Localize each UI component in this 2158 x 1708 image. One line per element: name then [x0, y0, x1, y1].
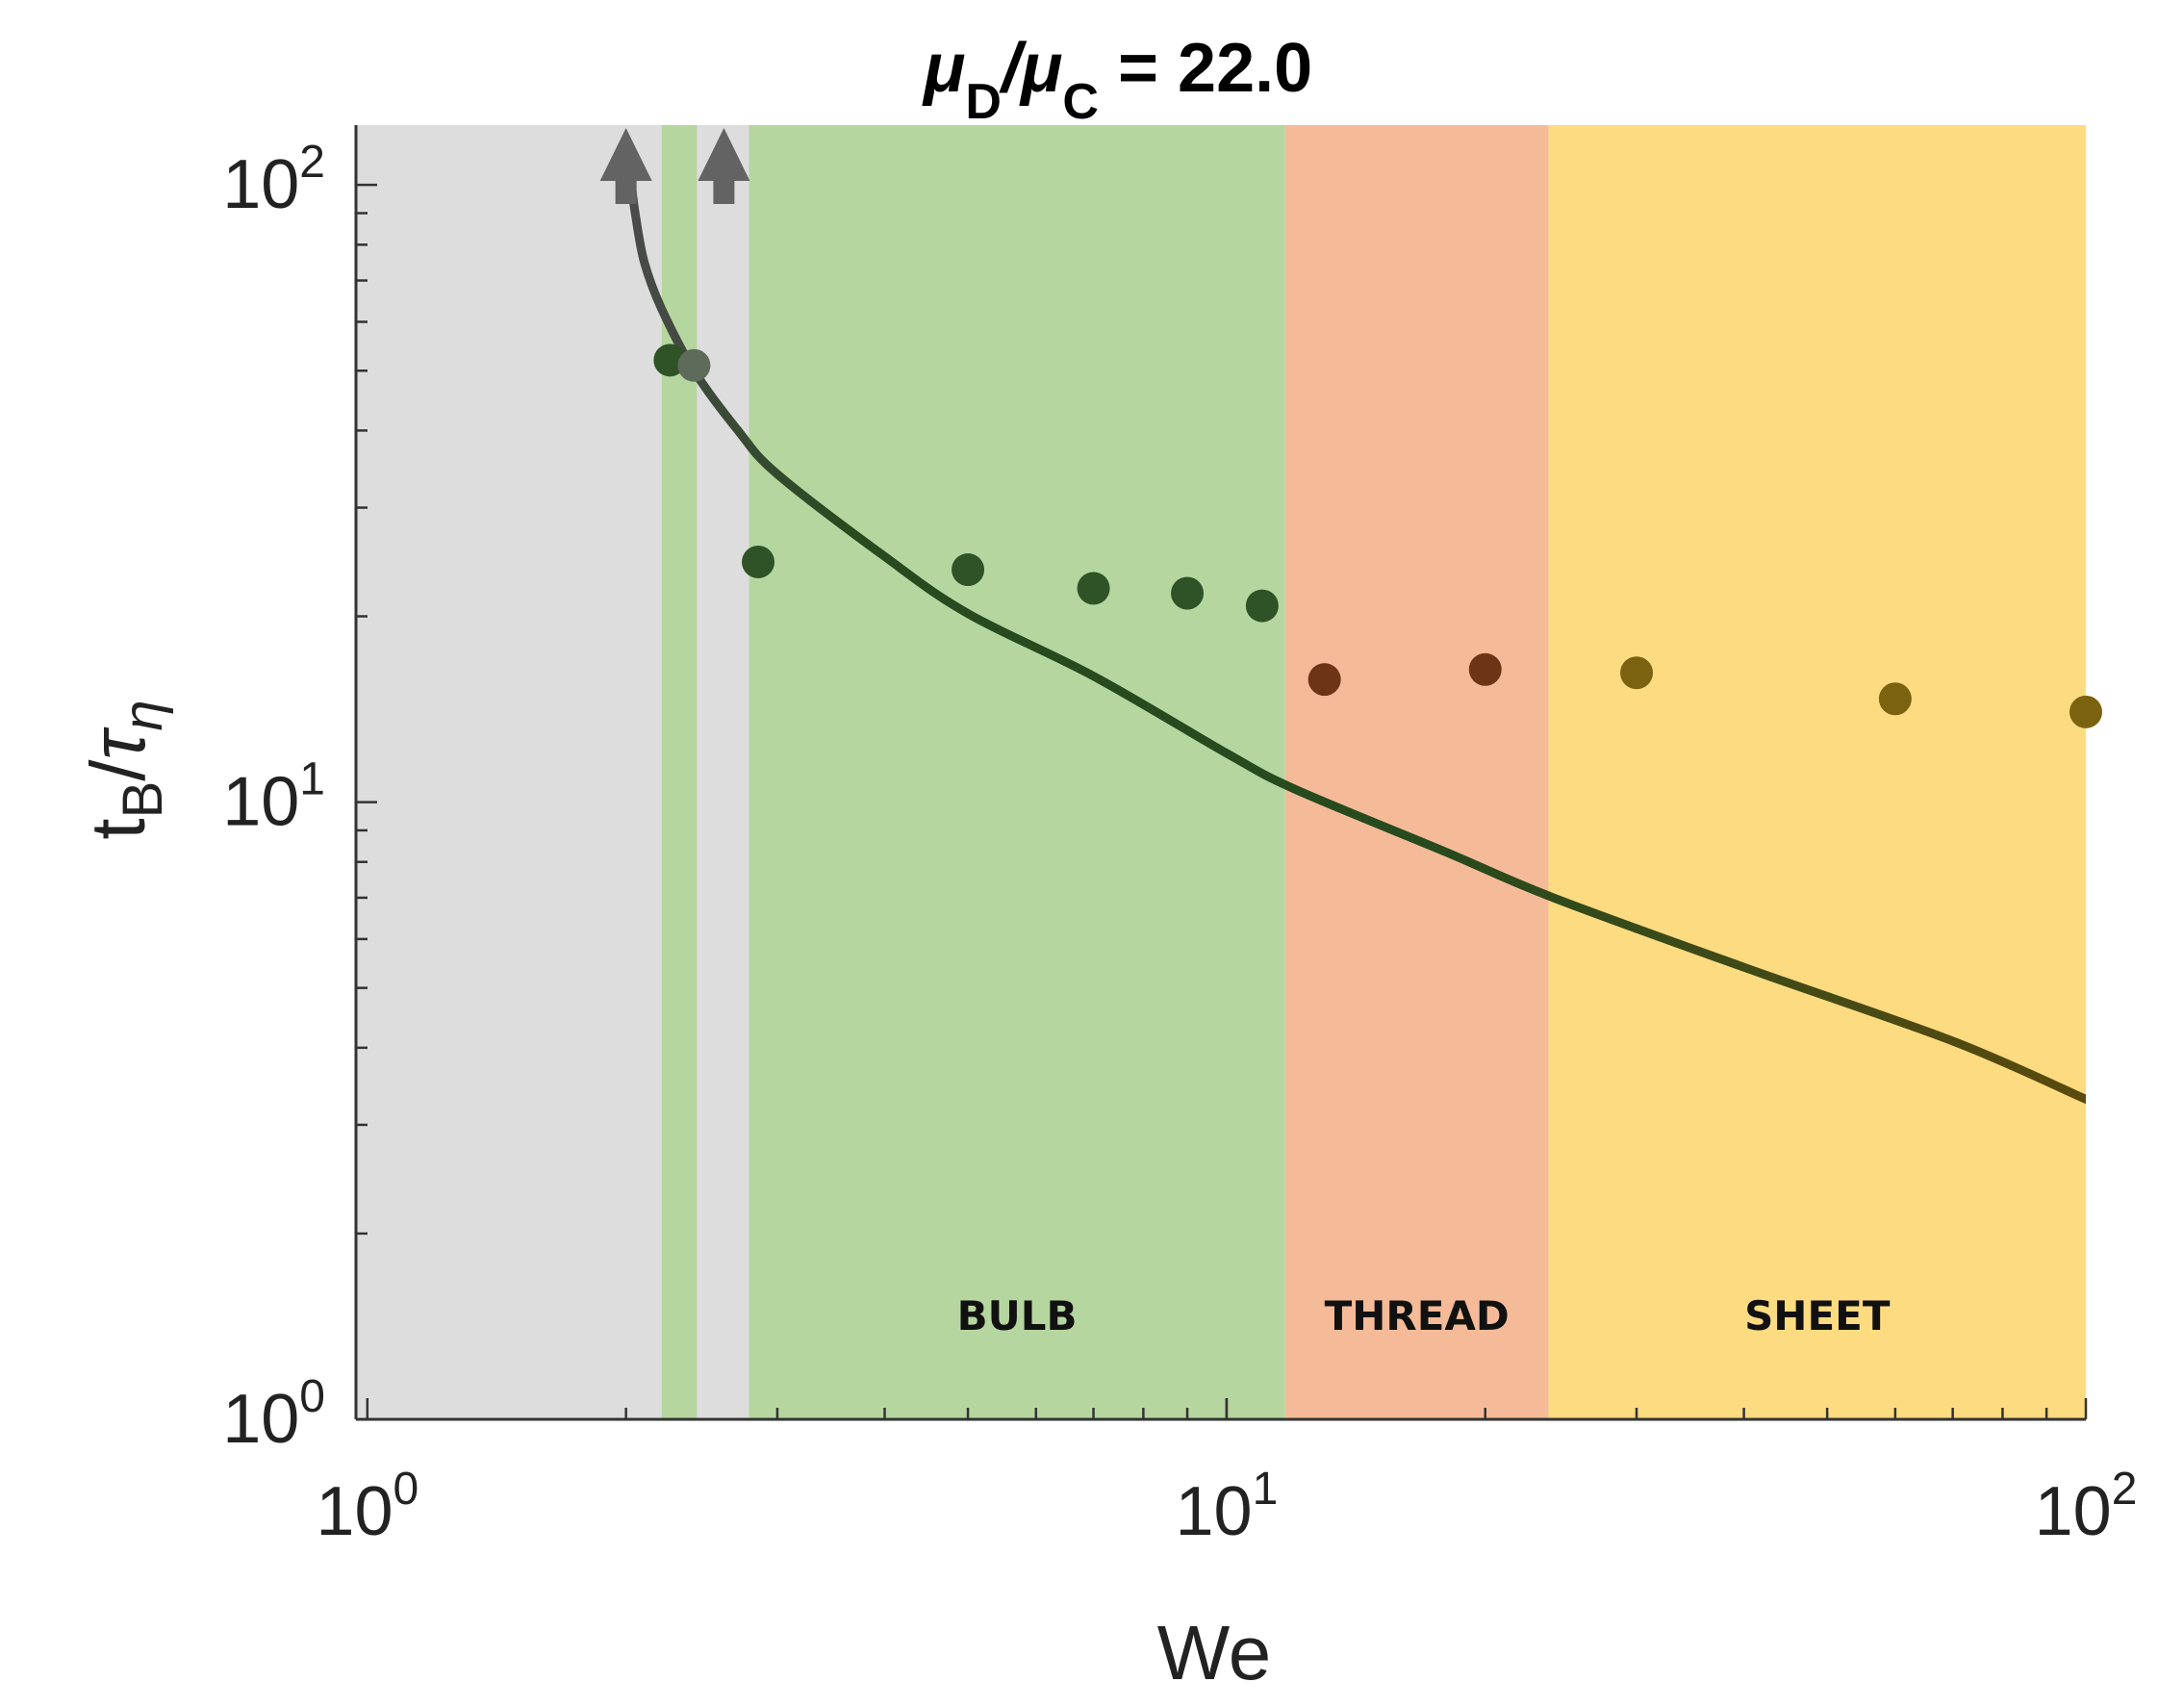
x-tick-label: 102 — [2035, 1464, 2138, 1550]
region-label-bulb: BULB — [957, 1292, 1078, 1339]
data-point — [1307, 663, 1341, 697]
y-tick-exp: 0 — [299, 1371, 325, 1422]
data-points — [653, 344, 2102, 728]
y-axis-label: tB/τη — [75, 700, 174, 839]
region-thread — [1284, 125, 1549, 1419]
data-point — [677, 348, 711, 382]
data-point — [2069, 695, 2102, 728]
data-point — [1077, 572, 1110, 605]
chart-title: μD/μC = 22.0 — [922, 30, 1312, 130]
region-bulb — [749, 125, 1285, 1419]
data-point — [1171, 576, 1205, 610]
y-tick-base: 10 — [222, 764, 299, 841]
region-no-breakup-2 — [697, 125, 749, 1419]
region-no-breakup — [356, 125, 662, 1419]
x-tick-label: 101 — [1176, 1464, 1279, 1550]
region-sheet — [1548, 125, 2086, 1419]
axes — [354, 125, 2088, 1421]
data-point — [1878, 682, 1912, 716]
model-line-path — [626, 180, 2086, 1104]
data-point — [952, 553, 985, 587]
x-axis-label: We — [1157, 1610, 1272, 1695]
x-tick-exp: 2 — [2112, 1464, 2138, 1515]
region-label-thread: THREAD — [1325, 1292, 1510, 1339]
regime-regions — [356, 125, 2086, 1419]
data-point — [1620, 656, 1654, 690]
y-tick-base: 10 — [222, 1381, 299, 1458]
y-tick-label: 102 — [222, 137, 325, 223]
y-tick-base: 10 — [222, 146, 299, 223]
region-labels: BULB THREAD SHEET — [957, 1292, 1891, 1339]
y-tick-exp: 2 — [299, 137, 325, 188]
x-tick-base: 10 — [2035, 1473, 2112, 1550]
no-breakup-arrows — [599, 128, 750, 204]
y-tick-label: 101 — [222, 754, 325, 841]
x-tick-exp: 1 — [1253, 1464, 1279, 1515]
data-point — [1245, 589, 1279, 623]
up-arrow-icon — [599, 128, 652, 204]
y-tick-label: 100 — [222, 1371, 325, 1458]
y-tick-exp: 1 — [299, 754, 325, 805]
x-tick-exp: 0 — [394, 1464, 419, 1515]
x-tick-base: 10 — [316, 1473, 393, 1550]
x-tick-label: 100 — [316, 1464, 419, 1550]
region-label-sheet: SHEET — [1744, 1292, 1891, 1339]
up-arrow-icon — [698, 128, 750, 204]
data-point — [1468, 652, 1502, 686]
x-tick-base: 10 — [1176, 1473, 1253, 1550]
data-point — [742, 545, 775, 578]
model-curve — [626, 180, 2086, 1104]
